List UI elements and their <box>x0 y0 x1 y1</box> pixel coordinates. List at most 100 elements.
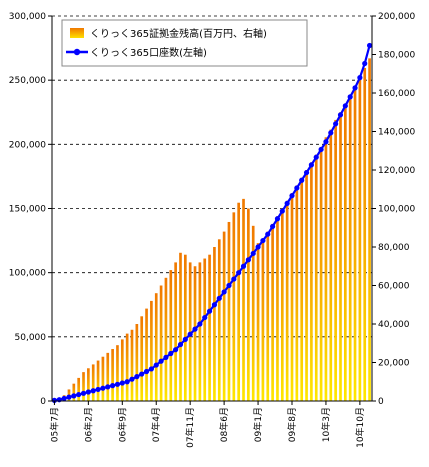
right-tick-label: 120,000 <box>378 166 415 176</box>
right-tick-label: 200,000 <box>378 12 415 22</box>
bar <box>72 383 76 401</box>
legend-line-marker <box>73 48 81 56</box>
bar <box>251 225 255 401</box>
line-point <box>71 393 77 399</box>
line-point <box>192 326 198 332</box>
line-point <box>279 208 285 214</box>
bar <box>232 212 236 401</box>
bar <box>271 223 274 401</box>
x-tick-label: 10年10月 <box>354 407 366 448</box>
bar <box>140 316 144 401</box>
line-point <box>182 336 188 342</box>
left-tick-label: 100,000 <box>9 269 46 279</box>
line-point <box>129 376 135 382</box>
line-point <box>231 276 237 282</box>
line-point <box>337 112 344 118</box>
line-point <box>265 231 271 237</box>
bar <box>179 252 182 401</box>
line-point <box>313 154 319 160</box>
x-tick-label: 07年11月 <box>184 407 196 448</box>
line-point <box>61 395 67 402</box>
line-point <box>56 397 62 403</box>
line-point <box>119 380 125 386</box>
legend: くりっく365証拠金残高(百万円、右軸) くりっく365口座数(左軸) <box>61 19 308 67</box>
bar <box>82 372 85 401</box>
right-tick-label: 180,000 <box>378 51 415 61</box>
line-point <box>221 289 227 295</box>
line-point <box>260 237 266 244</box>
bar <box>363 67 367 401</box>
line-point <box>236 270 242 276</box>
x-tick-label: 09年8月 <box>286 407 298 442</box>
left-tick-label: 250,000 <box>9 76 46 86</box>
bar <box>368 58 371 401</box>
bar <box>164 277 168 401</box>
right-tick-label: 40,000 <box>378 320 410 330</box>
bar <box>154 293 158 401</box>
line-point <box>352 85 358 91</box>
bar <box>91 364 95 401</box>
line-point <box>362 60 368 67</box>
bar <box>193 266 197 401</box>
bar <box>130 329 134 401</box>
x-tick-label: 09年1月 <box>252 407 264 442</box>
bar <box>169 270 173 401</box>
bar <box>150 300 153 401</box>
line-point <box>226 282 232 289</box>
x-tick-label: 07年4月 <box>150 407 162 442</box>
left-tick-label: 150,000 <box>9 205 46 215</box>
line-point <box>294 185 300 191</box>
line-point <box>303 169 310 176</box>
bar <box>111 349 114 401</box>
bar <box>276 216 279 401</box>
x-tick-label: 06年9月 <box>116 407 128 442</box>
line-point <box>66 394 72 400</box>
bar <box>198 262 202 401</box>
line-point <box>163 354 169 360</box>
bar <box>96 360 100 401</box>
bar <box>339 112 342 401</box>
bar <box>227 221 231 401</box>
bar <box>261 239 265 401</box>
bar <box>290 193 294 401</box>
line-point <box>168 350 174 357</box>
line-point <box>114 381 121 387</box>
bar <box>116 345 119 401</box>
bar <box>125 333 129 401</box>
line-point <box>255 244 261 250</box>
bar <box>310 162 313 401</box>
right-tick-label: 60,000 <box>378 282 410 292</box>
right-tick-label: 20,000 <box>378 359 410 369</box>
bar <box>120 339 124 401</box>
bar <box>344 104 347 402</box>
line-point <box>211 302 218 308</box>
line-point <box>105 384 111 390</box>
x-axis-ticks: 05年7月 06年2月 06年9月 07年4月 07年11月 08年6月 09年1月 09年8… <box>48 401 366 448</box>
legend-line-label: くりっく365口座数(左軸) <box>90 46 207 59</box>
line-point <box>240 263 247 269</box>
line-point <box>342 103 348 109</box>
bar <box>203 258 207 401</box>
line-point <box>110 383 116 389</box>
line-point <box>100 385 106 391</box>
line-point <box>299 177 305 183</box>
left-axis-ticks: 0 50,000 100,000 150,000 200,000 250,000 300,0… <box>9 12 52 407</box>
line-point <box>177 341 184 348</box>
bar <box>222 231 226 401</box>
line-point <box>148 366 154 372</box>
bar <box>77 377 80 401</box>
bar <box>353 87 357 401</box>
right-tick-label: 160,000 <box>378 89 415 99</box>
bar <box>106 352 110 401</box>
line-point <box>85 389 91 395</box>
legend-bar-swatch <box>70 28 84 38</box>
line-point <box>139 371 145 377</box>
bar <box>101 356 105 401</box>
x-tick-label: 05年7月 <box>48 407 60 442</box>
left-tick-label: 50,000 <box>15 333 47 343</box>
x-tick-label: 08年6月 <box>218 407 230 442</box>
bar <box>184 254 187 401</box>
line-point <box>318 146 324 153</box>
bar <box>314 154 318 401</box>
bar <box>285 200 289 401</box>
